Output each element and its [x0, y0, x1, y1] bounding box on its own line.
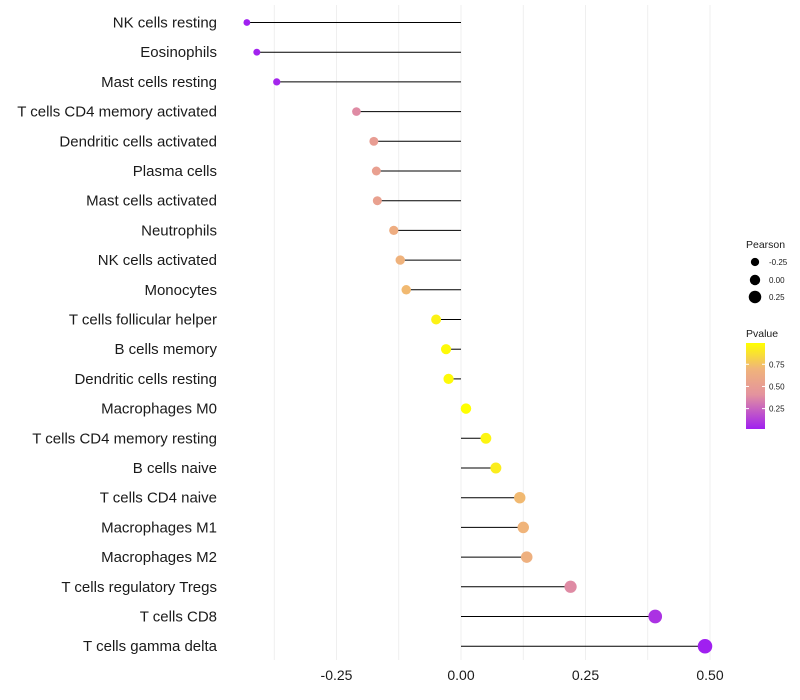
data-point: [352, 107, 361, 116]
x-tick-label: 0.25: [572, 667, 599, 683]
x-tick-label: 0.50: [696, 667, 723, 683]
points: [243, 19, 713, 654]
legend-size-point: [750, 257, 760, 267]
data-point: [372, 196, 382, 206]
y-tick-label: NK cells resting: [113, 15, 217, 32]
y-tick-label: Mast cells resting: [101, 74, 217, 91]
data-point: [371, 166, 381, 176]
y-tick-label: Macrophages M1: [101, 519, 217, 536]
y-axis-labels: NK cells resting Eosinophils Mast cells re…: [17, 15, 217, 656]
legend: Pearson Pvalue -0.25 0.00 0.25 0.75 0.50 0.25: [746, 239, 788, 429]
y-tick-label: Mast cells activated: [86, 193, 217, 210]
legend-size-point: [749, 274, 761, 286]
y-tick-label: T cells CD4 memory activated: [17, 104, 217, 121]
legend-color-title: Pvalue: [746, 328, 778, 340]
grid-lines: [273, 5, 711, 660]
y-tick-label: T cells CD4 memory resting: [32, 430, 217, 447]
data-point: [431, 314, 442, 325]
y-tick-label: T cells CD4 naive: [100, 490, 217, 507]
legend-size-title: Pearson: [746, 239, 785, 251]
y-tick-label: T cells regulatory Tregs: [61, 579, 217, 596]
data-point: [253, 48, 261, 56]
x-axis-ticks: -0.25 0.00 0.25 0.50: [321, 667, 724, 683]
y-tick-label: T cells CD8: [140, 609, 217, 626]
legend-size-label: 0.25: [769, 293, 785, 302]
y-tick-label: T cells gamma delta: [83, 638, 218, 655]
y-tick-label: Eosinophils: [140, 44, 217, 61]
data-point: [514, 492, 526, 504]
y-tick-label: T cells follicular helper: [69, 312, 217, 329]
y-tick-label: NK cells activated: [98, 252, 217, 269]
legend-size-label: -0.25: [769, 258, 788, 267]
data-point: [401, 285, 411, 295]
legend-color-label: 0.25: [769, 405, 785, 414]
stems: [246, 22, 706, 647]
legend-color-label: 0.50: [769, 382, 785, 391]
data-point: [440, 344, 452, 355]
data-point: [389, 225, 399, 236]
legend-size-point: [748, 290, 762, 304]
data-point: [564, 580, 577, 593]
data-point: [480, 432, 492, 444]
y-tick-label: Neutrophils: [141, 222, 217, 239]
data-point: [369, 136, 379, 146]
data-point: [490, 462, 502, 474]
data-point: [243, 19, 251, 26]
y-tick-label: Plasma cells: [133, 163, 217, 180]
y-tick-label: B cells memory: [114, 341, 217, 358]
data-point: [443, 373, 454, 384]
data-point: [273, 78, 281, 86]
data-point: [395, 255, 405, 265]
y-tick-label: Dendritic cells activated: [59, 133, 217, 150]
legend-size-label: 0.00: [769, 276, 785, 285]
data-point: [648, 609, 663, 624]
y-tick-label: Monocytes: [144, 282, 217, 299]
x-tick-label: -0.25: [321, 667, 353, 683]
legend-color-label: 0.75: [769, 360, 785, 369]
y-tick-label: Macrophages M0: [101, 401, 217, 418]
legend-colorbar: [746, 343, 765, 429]
data-point: [520, 551, 533, 563]
y-tick-label: Dendritic cells resting: [74, 371, 217, 388]
data-point: [460, 403, 472, 414]
data-point: [517, 521, 529, 534]
y-tick-label: Macrophages M2: [101, 549, 217, 566]
y-tick-label: B cells naive: [133, 460, 217, 477]
data-point: [697, 638, 713, 654]
x-tick-label: 0.00: [447, 667, 474, 683]
